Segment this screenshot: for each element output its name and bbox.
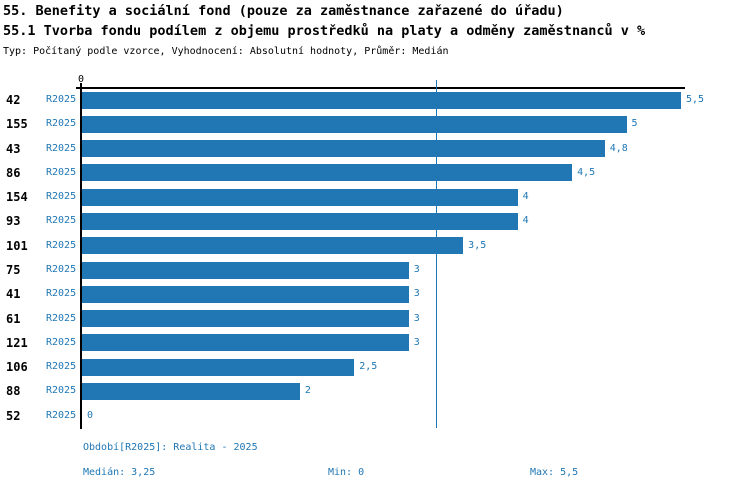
row-series-label: R2025 [46,142,77,154]
row-bar [82,237,464,255]
row-value-label: 3 [413,312,420,324]
row-category-label: 154 [6,190,28,205]
row-bar [82,213,518,231]
row-series-label: R2025 [46,336,77,348]
row-category-label: 61 [6,311,21,326]
row-bar [82,358,355,376]
footer-max-label: Max: 5,5 [530,467,579,478]
chart-row: 155 R2025 5 [0,112,750,136]
row-bar [82,310,409,328]
row-series-label: R2025 [46,263,77,275]
row-bar [82,115,627,133]
row-series-label: R2025 [46,166,77,178]
footer-min-label: Min: 0 [328,467,365,478]
report-title-line1: 55. Benefity a sociální fond (pouze za z… [3,3,564,19]
row-bar [82,188,518,206]
row-category-label: 106 [6,360,28,375]
footer-median-label: Medián: 3,25 [83,467,156,478]
chart-row: 52 R2025 0 [0,404,750,428]
chart-row: 43 R2025 4,8 [0,137,750,161]
row-value-label: 4,5 [577,166,596,178]
row-series-label: R2025 [46,94,77,105]
row-bar [82,285,409,303]
row-value-label: 2,5 [359,361,378,373]
chart-row: 75 R2025 3 [0,258,750,282]
row-series-label: R2025 [46,191,77,203]
row-bar [82,383,300,401]
report-title-line2: 55.1 Tvorba fondu podílem z objemu prost… [3,23,646,39]
row-category-label: 93 [6,214,21,229]
row-series-label: R2025 [46,215,77,227]
chart-row: 86 R2025 4,5 [0,161,750,185]
row-value-label: 3,5 [468,239,487,251]
row-value-label: 5,5 [686,94,705,105]
row-bar [82,91,681,109]
report-meta-line: Typ: Počítaný podle vzorce, Vyhodnocení:… [3,46,449,57]
row-category-label: 42 [6,93,21,107]
chart-row: 41 R2025 3 [0,282,750,306]
y-axis-line [80,83,82,429]
row-value-label: 2 [304,385,311,397]
row-category-label: 155 [6,117,28,132]
row-category-label: 101 [6,238,28,253]
footer-period-label: Období[R2025]: Realita - 2025 [83,442,258,453]
row-series-label: R2025 [46,118,77,130]
row-category-label: 52 [6,408,21,423]
row-series-label: R2025 [46,409,77,421]
row-value-label: 3 [413,263,420,275]
row-value-label: 0 [87,409,94,421]
row-category-label: 41 [6,287,21,302]
row-series-label: R2025 [46,385,77,397]
row-category-label: 43 [6,141,21,156]
row-category-label: 88 [6,384,21,399]
row-category-label: 86 [6,165,21,180]
chart-row: 106 R2025 2,5 [0,355,750,379]
row-bar [82,334,409,352]
row-series-label: R2025 [46,239,77,251]
row-bar [82,140,605,158]
row-value-label: 4 [522,215,529,227]
chart-row: 42 R2025 5,5 [0,88,750,112]
chart-row: 93 R2025 4 [0,209,750,233]
x-axis-zero-tick-label: 0 [77,74,85,85]
chart-row: 121 R2025 3 [0,331,750,355]
row-value-label: 3 [413,288,420,300]
row-category-label: 75 [6,262,21,277]
row-value-label: 5 [631,118,638,130]
chart-row: 88 R2025 2 [0,379,750,403]
row-value-label: 4,8 [609,142,628,154]
x-axis-line [76,87,685,89]
row-bar [82,164,573,182]
row-series-label: R2025 [46,288,77,300]
chart-row: 61 R2025 3 [0,307,750,331]
chart-row: 101 R2025 3,5 [0,234,750,258]
row-series-label: R2025 [46,312,77,324]
row-category-label: 121 [6,335,28,350]
row-value-label: 3 [413,336,420,348]
row-series-label: R2025 [46,361,77,373]
row-bar [82,261,409,279]
chart-row: 154 R2025 4 [0,185,750,209]
row-value-label: 4 [522,191,529,203]
